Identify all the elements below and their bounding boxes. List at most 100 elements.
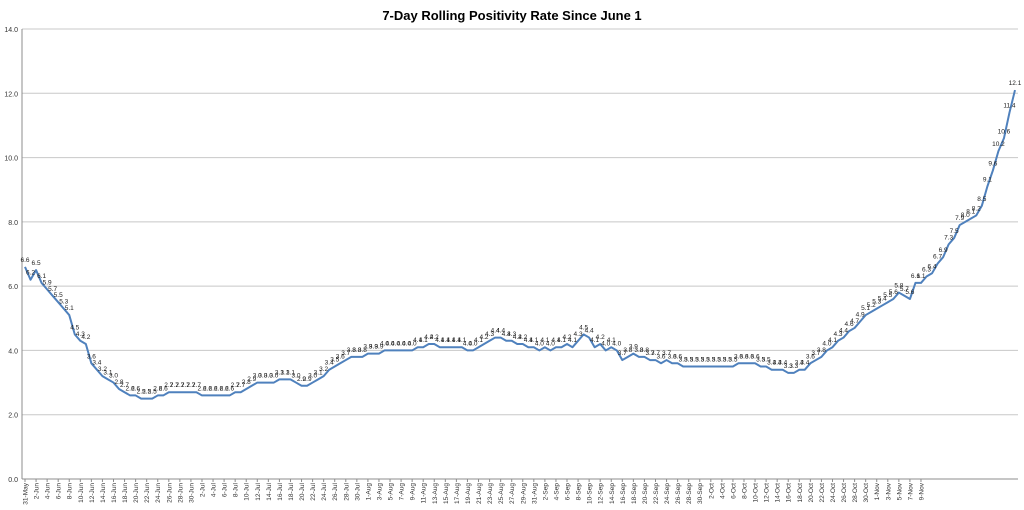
data-label: 3.3 (789, 363, 798, 370)
data-label: 4.2 (562, 334, 571, 341)
x-tick-label: 3-Aug (376, 483, 383, 501)
x-tick-label: 19-Aug (465, 483, 472, 504)
x-tick-label: 30-Jul (354, 482, 361, 500)
gridlines (22, 28, 1018, 416)
x-tick-label: 14-Jun (100, 483, 107, 503)
x-tick-label: 30-Sep (697, 483, 704, 504)
data-label: 2.6 (197, 385, 206, 392)
data-label: 9.6 (988, 160, 997, 167)
data-label: 4.1 (474, 337, 483, 344)
data-label: 12.1 (1009, 80, 1022, 87)
x-tick-label: 2-Oct (708, 483, 715, 499)
data-label: 6.9 (939, 247, 948, 254)
x-tick-label: 12-Oct (764, 483, 771, 503)
x-tick-label: 10-Oct (753, 483, 760, 503)
data-label: 5.6 (889, 289, 898, 296)
data-label: 6.1 (37, 273, 46, 280)
data-label: 4.6 (845, 321, 854, 328)
data-label: 3.6 (806, 353, 815, 360)
data-label: 4.0 (397, 340, 406, 347)
data-label: 3.9 (374, 344, 383, 351)
x-tick-label: 5-Nov (896, 482, 903, 500)
data-label: 3.5 (762, 357, 771, 364)
x-tick-label: 31-Aug (531, 483, 538, 504)
data-label: 4.1 (413, 337, 422, 344)
data-label: 2.9 (247, 376, 256, 383)
data-label: 3.8 (347, 347, 356, 354)
x-tick-label: 9-Nov (918, 482, 925, 500)
data-label: 3.6 (734, 353, 743, 360)
x-tick-label: 22-Jul (310, 482, 317, 500)
series-path (24, 89, 1016, 400)
data-label: 3.7 (651, 350, 660, 357)
x-tick-label: 14-Jul (266, 482, 273, 500)
data-label: 4.0 (380, 340, 389, 347)
data-label: 4.0 (468, 340, 477, 347)
data-label: 2.6 (225, 385, 234, 392)
data-label: 4.1 (435, 337, 444, 344)
x-tick-label: 7-Aug (399, 483, 406, 501)
data-label: 3.5 (706, 357, 715, 364)
data-label: 4.1 (446, 337, 455, 344)
data-label: 4.0 (402, 340, 411, 347)
data-label: 3.1 (314, 369, 323, 376)
y-tick-label: 12.0 (4, 91, 18, 98)
x-tick-label: 8-Jul (233, 482, 240, 497)
data-label: 3.5 (756, 357, 765, 364)
data-label: 4.1 (529, 337, 538, 344)
data-label: 5.5 (883, 292, 892, 299)
data-label: 5.8 (894, 283, 903, 290)
data-label: 4.5 (579, 324, 588, 331)
data-label: 3.8 (358, 347, 367, 354)
data-label: 3.7 (662, 350, 671, 357)
data-label: 3.8 (623, 347, 632, 354)
data-label: 2.7 (186, 382, 195, 389)
data-label: 3.8 (634, 347, 643, 354)
data-label: 3.4 (800, 360, 809, 367)
data-label: 4.2 (596, 334, 605, 341)
data-label: 2.6 (203, 385, 212, 392)
x-tick-label: 24-Jun (155, 483, 162, 503)
data-label: 4.2 (430, 334, 439, 341)
data-label: 2.6 (131, 385, 140, 392)
data-label: 3.1 (103, 369, 112, 376)
x-tick-label: 17-Aug (454, 483, 461, 504)
data-label: 2.7 (175, 382, 184, 389)
data-label: 4.4 (839, 328, 848, 335)
data-label: 3.4 (778, 360, 787, 367)
x-tick-label: 1-Aug (365, 483, 372, 501)
data-label: 2.9 (297, 376, 306, 383)
x-tick-label: 26-Oct (841, 483, 848, 503)
data-label: 3.6 (673, 353, 682, 360)
x-tick-label: 10-Jul (244, 482, 251, 500)
data-label: 3.5 (717, 357, 726, 364)
data-label: 3.4 (92, 360, 101, 367)
x-tick-label: 2-Sep (542, 483, 549, 501)
data-label: 5.6 (905, 289, 914, 296)
x-tick-label: 18-Jun (122, 483, 129, 503)
data-label: 3.4 (773, 360, 782, 367)
data-label: 5.7 (900, 286, 909, 293)
data-label: 3.8 (352, 347, 361, 354)
y-tick-label: 2.0 (8, 413, 18, 420)
data-label: 4.1 (452, 337, 461, 344)
data-label: 4.2 (81, 334, 90, 341)
data-label: 3.7 (618, 350, 627, 357)
chart-title: 7-Day Rolling Positivity Rate Since June… (382, 8, 642, 23)
y-tick-label: 0.0 (8, 477, 18, 484)
x-tick-label: 8-Oct (741, 483, 748, 499)
x-tick-label: 30-Oct (863, 483, 870, 503)
data-label: 2.7 (120, 382, 129, 389)
x-tick-label: 16-Sep (620, 483, 627, 504)
data-label: 4.1 (590, 337, 599, 344)
y-tick-label: 14.0 (4, 27, 18, 34)
data-label: 7.3 (944, 234, 953, 241)
data-label: 4.9 (856, 312, 865, 319)
data-label: 3.8 (640, 347, 649, 354)
data-label: 6.1 (911, 273, 920, 280)
x-tick-label: 21-Aug (476, 483, 483, 504)
x-tick-label: 12-Sep (598, 483, 605, 504)
data-label: 8.0 (961, 212, 970, 219)
data-label: 6.7 (933, 254, 942, 261)
x-tick-label: 6-Jun (56, 483, 63, 500)
